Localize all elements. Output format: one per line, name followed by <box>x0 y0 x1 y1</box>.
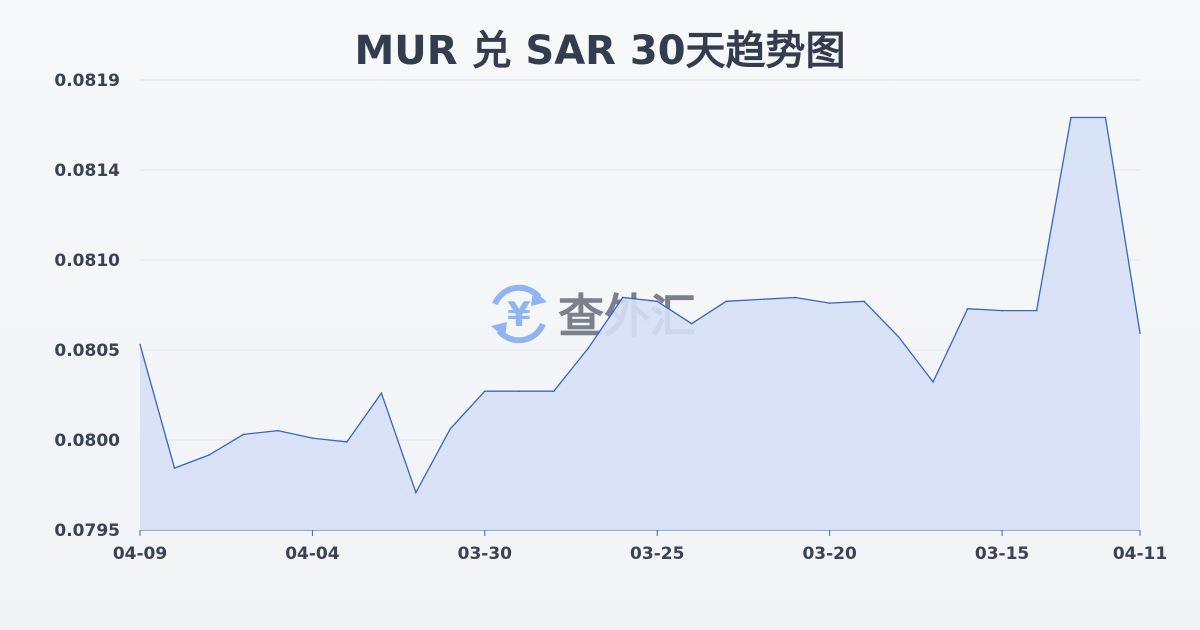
x-tick-label: 03-25 <box>630 544 684 564</box>
data-point <box>1001 309 1003 312</box>
y-tick-label: 0.0819 <box>54 71 120 91</box>
data-point <box>139 343 141 346</box>
area-fill <box>140 117 1140 530</box>
x-axis: 04-09 04-04 03-30 03-25 03-20 03-15 04-11 <box>113 529 1167 564</box>
y-axis: 0.0795 0.0800 0.0805 0.0810 0.0814 0.0819 <box>54 71 120 541</box>
data-point <box>311 437 314 439</box>
data-point <box>173 467 176 469</box>
data-point <box>932 381 934 383</box>
data-point <box>449 427 452 430</box>
data-point <box>277 429 279 432</box>
x-tick-label: 04-11 <box>1113 544 1167 564</box>
y-tick-label: 0.0814 <box>54 161 120 181</box>
data-point <box>415 491 417 494</box>
data-point <box>242 433 245 436</box>
y-tick-label: 0.0810 <box>54 251 120 271</box>
x-tick-label: 03-15 <box>975 544 1029 564</box>
data-point <box>1139 332 1141 334</box>
svg-text:¥: ¥ <box>507 295 531 335</box>
y-tick-label: 0.0800 <box>54 431 120 451</box>
x-tick-label: 03-30 <box>458 544 513 564</box>
chart-title: MUR 兑 SAR 30天趋势图 <box>354 28 846 74</box>
data-point <box>863 300 865 303</box>
data-point <box>346 441 348 443</box>
data-point <box>897 336 900 338</box>
y-tick-label: 0.0795 <box>54 521 120 541</box>
data-point <box>794 296 796 299</box>
x-tick-label: 04-09 <box>113 544 167 564</box>
data-point <box>621 296 624 299</box>
data-point <box>1104 116 1107 119</box>
data-point <box>518 390 521 393</box>
data-point <box>552 390 555 393</box>
data-points <box>139 116 1141 494</box>
data-point <box>828 302 831 304</box>
data-point <box>380 392 383 394</box>
data-point <box>725 300 728 303</box>
x-tick-label: 03-20 <box>802 544 857 564</box>
data-point <box>208 454 210 456</box>
data-point <box>1070 116 1072 119</box>
data-point <box>587 347 590 349</box>
series-line <box>139 116 1141 495</box>
data-point <box>484 390 486 393</box>
data-point <box>1035 309 1038 312</box>
x-tick-label: 04-04 <box>285 544 340 564</box>
yen-exchange-icon: ¥ <box>491 284 547 344</box>
data-point <box>759 298 762 301</box>
data-point <box>656 300 659 303</box>
data-point <box>966 307 969 310</box>
data-point <box>690 322 693 325</box>
y-tick-label: 0.0805 <box>54 341 120 361</box>
